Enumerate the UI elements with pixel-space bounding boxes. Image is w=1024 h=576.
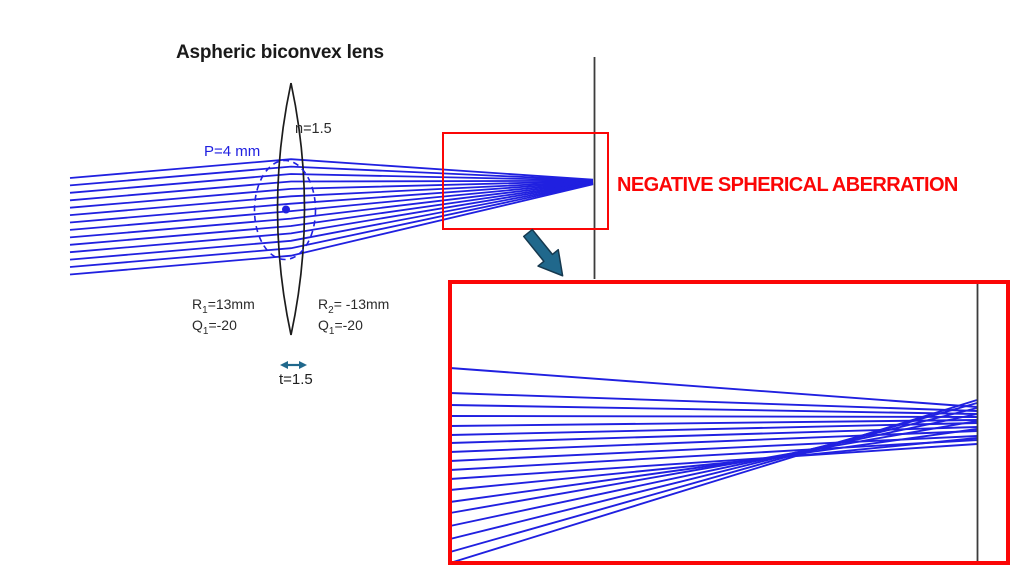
r2-value: = -13mm (333, 296, 390, 312)
zoom-region-box (442, 132, 609, 230)
biconvex-lens-outline (276, 82, 306, 336)
light-ray (69, 180, 594, 209)
lens-center-dot (282, 205, 290, 214)
inset-light-ray (449, 430, 978, 453)
q1-right-label: Q1=-20 (318, 317, 363, 337)
light-ray (69, 183, 594, 276)
r1-label: R1=13mm (192, 296, 255, 316)
inset-light-ray (449, 435, 978, 462)
light-ray (69, 179, 594, 202)
inset-light-ray (449, 399, 978, 564)
inset-light-ray (449, 392, 978, 412)
q1-right-symbol: Q (318, 317, 329, 333)
inset-light-ray (449, 407, 978, 540)
q1-left-label: Q1=-20 (192, 317, 237, 337)
pupil-dashed-ellipse (253, 159, 317, 261)
thickness-label: t=1.5 (279, 371, 313, 388)
q1-left-value: =-20 (208, 317, 237, 333)
r2-symbol: R (318, 296, 329, 312)
light-ray (69, 158, 594, 181)
inset-light-ray (449, 404, 978, 415)
q1-left-subscript: 1 (202, 325, 209, 337)
thickness-arrow-icon (280, 361, 307, 369)
inset-light-ray (449, 367, 978, 408)
main-rays-layer (69, 158, 594, 276)
aberration-caption: NEGATIVE SPHERICAL ABERRATION (617, 174, 958, 196)
inset-light-ray (449, 437, 978, 491)
inset-light-ray (449, 422, 978, 436)
r2-subscript: 2 (328, 304, 334, 316)
inset-light-ray (449, 413, 978, 527)
figure-title: Aspheric biconvex lens (176, 42, 384, 63)
light-ray (69, 183, 594, 268)
inset-rays-layer (449, 367, 978, 564)
inset-light-ray (449, 415, 978, 418)
inset-light-ray (449, 428, 978, 503)
inset-light-ray (449, 443, 978, 480)
light-ray (69, 181, 594, 231)
light-ray (69, 182, 594, 261)
r1-symbol: R (192, 296, 203, 312)
light-ray (69, 182, 594, 246)
r1-subscript: 1 (202, 304, 208, 316)
inset-light-ray (449, 420, 978, 514)
pupil-label: P=4 mm (204, 143, 261, 160)
light-ray (69, 182, 594, 254)
q1-right-subscript: 1 (328, 325, 335, 337)
inset-light-ray (449, 419, 978, 427)
inset-border-box (448, 280, 1010, 565)
q1-right-value: =-20 (334, 317, 363, 333)
r1-value: =13mm (207, 296, 255, 312)
zoom-arrow-icon (522, 228, 564, 277)
light-ray (69, 173, 594, 194)
r2-label: R2= -13mm (318, 296, 390, 316)
light-ray (69, 180, 594, 216)
light-ray (69, 181, 594, 239)
refractive-index-label: n=1.5 (295, 121, 332, 137)
light-ray (69, 180, 594, 224)
q1-left-symbol: Q (192, 317, 203, 333)
light-ray (69, 165, 594, 187)
inset-light-ray (449, 439, 978, 471)
